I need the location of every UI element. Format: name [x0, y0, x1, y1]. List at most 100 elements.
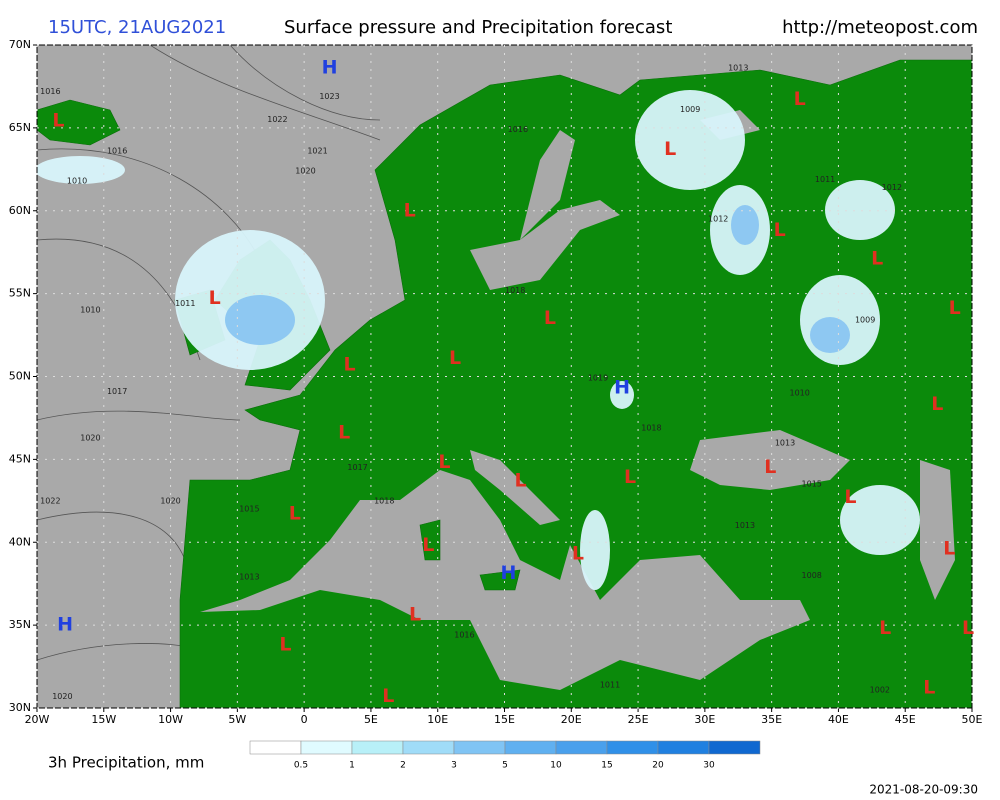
- isobar-label: 1008: [802, 571, 822, 580]
- lon-tick-label: 20W: [25, 713, 50, 726]
- map-area: [37, 45, 972, 708]
- lat-tick-label: 60N: [9, 204, 31, 217]
- pressure-center: L: [422, 534, 434, 556]
- isobar-label: 1011: [600, 680, 620, 689]
- isobar-label: 1020: [52, 692, 72, 701]
- pressure-center: L: [409, 604, 421, 626]
- lon-tick-label: 20E: [561, 713, 582, 726]
- legend-title: 3h Precipitation, mm: [48, 754, 204, 772]
- isobar-label: 1009: [680, 105, 700, 114]
- issued-time: 2021-08-20-09:30: [869, 783, 978, 797]
- legend-swatch: [402, 740, 455, 755]
- isobar-label: 1012: [708, 215, 728, 224]
- islands: [419, 519, 521, 591]
- lon-tick-label: 25E: [628, 713, 649, 726]
- pressure-center: L: [544, 307, 556, 329]
- lon-tick-label: 15E: [494, 713, 515, 726]
- lon-tick-label: 30E: [694, 713, 715, 726]
- source-url: http://meteopost.com: [782, 17, 978, 38]
- isobar-label: 1002: [870, 685, 890, 694]
- isobar-label: 1016: [107, 147, 127, 156]
- pressure-center: L: [572, 542, 584, 564]
- legend-swatch: [708, 740, 761, 755]
- isobar-label: 1020: [80, 433, 100, 442]
- isobar-label: 1021: [307, 147, 327, 156]
- legend-level: 0.5: [294, 761, 308, 771]
- pressure-center: H: [614, 377, 630, 399]
- isobar-label: 1009: [855, 316, 875, 325]
- lat-tick-label: 40N: [9, 535, 31, 548]
- isobar-label: 1015: [802, 480, 822, 489]
- legend-swatch: [351, 740, 404, 755]
- pressure-center: L: [438, 451, 450, 473]
- isobar-label: 1018: [374, 496, 394, 505]
- legend-level: 1: [349, 761, 355, 771]
- pressure-center: L: [344, 353, 356, 375]
- isobar-label: 1012: [882, 183, 902, 192]
- pressure-center: H: [57, 614, 73, 636]
- precip-area: [610, 381, 634, 409]
- precip-area: [635, 90, 745, 190]
- legend-level: 10: [550, 761, 562, 771]
- lat-tick-label: 70N: [9, 38, 31, 51]
- isobar-label: 1011: [815, 175, 835, 184]
- pressure-center: L: [404, 199, 416, 221]
- isobar-label: 1016: [508, 125, 528, 134]
- pressure-center: L: [382, 685, 394, 707]
- legend-level: 5: [502, 761, 508, 771]
- legend-swatch: [453, 740, 506, 755]
- isobar-label: 1019: [588, 374, 608, 383]
- pressure-center: H: [501, 562, 517, 584]
- lon-tick-label: 50E: [962, 713, 983, 726]
- isobar-label: 1013: [239, 573, 259, 582]
- isobar-label: 1010: [67, 176, 87, 185]
- isobar-label: 1022: [267, 115, 287, 124]
- lon-tick-label: 15W: [91, 713, 116, 726]
- lon-tick-label: 10E: [427, 713, 448, 726]
- pressure-center: L: [943, 537, 955, 559]
- map-title: Surface pressure and Precipitation forec…: [284, 17, 672, 38]
- lat-tick-label: 45N: [9, 452, 31, 465]
- legend-swatch: [555, 740, 608, 755]
- lon-tick-label: 40E: [828, 713, 849, 726]
- pressure-center: L: [931, 393, 943, 415]
- lat-tick-label: 30N: [9, 701, 31, 714]
- legend-level: 15: [601, 761, 612, 771]
- legend-swatch: [300, 740, 353, 755]
- precip-area: [731, 205, 759, 245]
- isobar-label: 1020: [160, 496, 180, 505]
- isobar-label: 1010: [790, 389, 810, 398]
- precip-area: [580, 510, 610, 590]
- lon-tick-label: 45E: [895, 713, 916, 726]
- pressure-center: L: [923, 677, 935, 699]
- legend-swatch: [504, 740, 557, 755]
- precip-area: [37, 156, 125, 184]
- precip-area: [225, 295, 295, 345]
- isobar-label: 1010: [80, 306, 100, 315]
- pressure-center: L: [52, 110, 64, 132]
- pressure-center: L: [514, 469, 526, 491]
- isobars: [37, 45, 749, 701]
- pressure-center: L: [338, 421, 350, 443]
- lon-tick-label: 10W: [158, 713, 183, 726]
- lon-tick-label: 5W: [228, 713, 246, 726]
- legend-level: 20: [652, 761, 664, 771]
- pressure-center: L: [962, 617, 974, 639]
- pressure-center: L: [774, 219, 786, 241]
- pressure-center: L: [449, 347, 461, 369]
- lat-tick-label: 65N: [9, 121, 31, 134]
- isobar-label: 1013: [728, 64, 748, 73]
- pressure-center: L: [844, 486, 856, 508]
- legend-swatch: [249, 740, 302, 755]
- precip-area: [840, 485, 920, 555]
- lon-tick-label: 35E: [761, 713, 782, 726]
- pressure-center: L: [871, 247, 883, 269]
- isobar-label: 1022: [40, 496, 60, 505]
- pressure-center: L: [624, 466, 636, 488]
- precip-area: [810, 317, 850, 353]
- pressure-center: L: [289, 503, 301, 525]
- pressure-center: L: [949, 297, 961, 319]
- iceland: [37, 99, 121, 146]
- lat-tick-label: 55N: [9, 287, 31, 300]
